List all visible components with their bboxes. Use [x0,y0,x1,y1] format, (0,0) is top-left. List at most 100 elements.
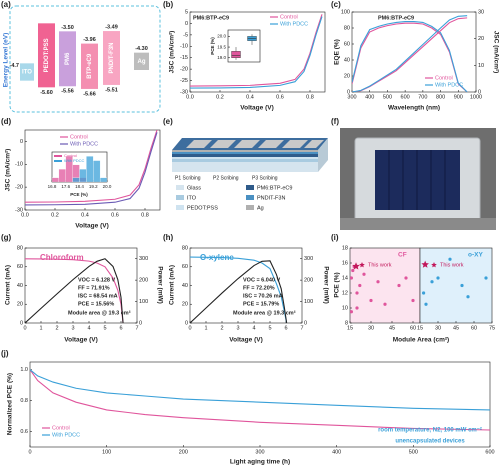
x-tick-label: 600 [401,94,410,100]
x-tick-label: 1 [204,325,207,331]
legend-label: With PDCC [435,82,463,88]
x-tick-label: 0.4 [246,94,254,100]
plot-area [419,247,493,324]
layer-legend: ITO [187,195,197,201]
annotation: o-XY [468,252,483,259]
hist-bar [58,168,66,182]
series-line [25,130,158,203]
annotation: Module area @ 19.3 cm² [233,309,296,316]
plot-content [52,156,107,182]
series-line [25,132,158,206]
annotation: CF [398,252,407,259]
layer-legend: PEDOT:PSS [187,205,218,211]
x-tick-label: 75 [489,325,495,331]
y-tick-label: 10 [342,305,348,311]
point [383,302,387,306]
annotation: PCE = 15.79% [243,301,279,307]
x-tick-label: 0 [28,449,31,455]
y-tick-label: 60 [182,264,188,270]
point [422,291,426,295]
legend-label: Control [280,14,298,20]
energy-level-bar [134,52,149,70]
x-tick-label: 60 [410,325,416,331]
y2-axis-label: Power (mW) [156,266,163,304]
annotation: VOC = 6.040 V [243,277,280,283]
x-tick-label: 15 [417,325,423,331]
layer-legend: Ag [257,205,264,211]
y2-axis-label: Power (mW) [322,266,329,304]
y2-axis-label: JSC (mA/cm²) [492,31,499,74]
energy-level-bar [38,23,55,88]
y-tick-label: -30 [15,207,23,213]
point [424,302,428,306]
point [350,276,353,280]
legend-marker [431,262,437,268]
y-tick-label: 0 [347,89,350,95]
annotation: Module area @ 19.3 cm² [68,309,131,316]
x-tick-label: 5 [103,325,106,331]
y-tick-label: -20 [180,67,188,73]
y2-tick-label: 30 [478,9,484,15]
point-star [352,262,360,270]
annotation: O-xylene [200,253,234,262]
y2-tick-label: 200 [304,278,313,284]
scribing-label: P3 Scribing [252,175,278,181]
series-line [25,258,124,323]
y-tick-label: 19.5 [217,44,226,49]
x-axis-label: PCE (%) [70,192,88,197]
plot-content [421,257,488,306]
energy-value: -5.51 [105,87,118,93]
layer-name: BTP-eC9 [87,53,93,79]
plot-content [231,34,257,60]
x-tick-label: 0.8 [141,212,149,218]
hist-bar [72,177,80,182]
x-tick-label: 1000 [470,94,482,100]
y-tick-label: 14 [342,275,348,281]
y2-tick-label: 0 [139,320,142,326]
energy-level-bar [59,31,76,87]
annotation: ISC = 70.26 mA [243,293,283,299]
x-tick-label: 3 [71,325,74,331]
annotation: ISC = 68.54 mA [78,293,118,299]
y-tick-label: 0.6 [20,429,28,435]
y-tick-label: 20.0 [217,34,226,39]
energy-value: -5.66 [83,91,96,97]
legend-label: Control [70,134,88,140]
y-axis-label: Normalized PCE (%) [7,373,14,435]
point [404,276,408,280]
y2-tick-label: 100 [304,299,313,305]
x-tick-label: 0.0 [21,212,29,218]
x-tick-label: 400 [365,94,374,100]
x-tick-label: 0.6 [111,212,119,218]
device-stack [172,138,328,210]
chart-title: PM6:BTP-eC9 [378,15,414,21]
hist-bar [99,177,107,182]
layer-name: PNDIT-F3N [109,42,115,73]
x-tick-label: 17.6 [61,184,70,189]
annotation: VOC = 6.128 V [78,277,115,283]
y-tick-label: 40 [182,283,188,289]
point [397,283,401,288]
annotation: unencapsulated devices [395,439,465,445]
x-tick-label: 200 [179,449,188,455]
point [430,280,434,284]
y-axis-label: EQE (%) [334,39,341,65]
y-tick-label: 80 [182,245,188,251]
hist-bar [79,168,87,182]
x-tick-label: 600 [485,449,494,455]
plot-area [189,247,303,324]
legend-label: This work [368,262,392,268]
y-tick-label: 20 [182,302,188,308]
energy-value: -3.96 [83,37,96,43]
panel-label: (b) [163,0,174,9]
y-axis-label: JSC (mA/cm²) [169,31,176,74]
x-tick-label: 3 [236,325,239,331]
layer-name: ITO [22,70,32,76]
x-axis-label: Voltage (V) [240,105,273,112]
series-line [352,15,468,92]
x-tick-label: 45 [453,325,459,331]
energy-value: -5.60 [40,90,53,96]
legend-label: With PDCC [70,141,98,147]
x-axis-label: Light aging time (h) [230,459,290,466]
y-tick-label: -5 [183,32,188,38]
